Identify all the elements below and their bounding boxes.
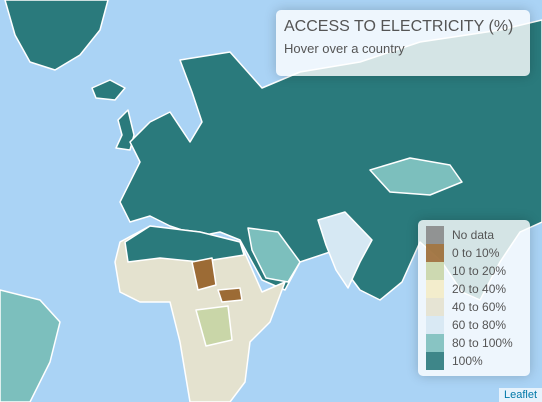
legend-label: 40 to 60% [452,300,507,314]
legend-label: 0 to 10% [452,246,500,260]
north-africa[interactable] [124,225,245,263]
legend-item: 10 to 20% [426,262,522,280]
info-panel: ACCESS TO ELECTRICITY (%) Hover over a c… [276,10,530,76]
legend-item: 40 to 60% [426,298,522,316]
info-hint: Hover over a country [284,41,405,56]
chad[interactable] [191,257,217,291]
legend-swatch [426,262,444,280]
south-sudan[interactable] [217,287,243,303]
legend-label: 100% [452,354,483,368]
legend-swatch [426,316,444,334]
legend: No data 0 to 10% 10 to 20% 20 to 40% 40 to 6… [418,220,530,376]
legend-label: 60 to 80% [452,318,507,332]
central-africa[interactable] [195,305,233,347]
legend-swatch [426,244,444,262]
legend-item: 80 to 100% [426,334,522,352]
legend-label: 10 to 20% [452,264,507,278]
legend-item: 0 to 10% [426,244,522,262]
legend-swatch [426,334,444,352]
attribution[interactable]: Leaflet [498,388,542,402]
info-title: ACCESS TO ELECTRICITY (%) [284,18,514,35]
legend-swatch [426,352,444,370]
india[interactable] [317,211,373,289]
legend-label: 20 to 40% [452,282,507,296]
arabia[interactable] [247,227,301,283]
mongolia[interactable] [369,157,463,196]
iceland[interactable] [91,79,126,101]
south-america[interactable] [0,289,61,402]
legend-swatch [426,280,444,298]
greenland[interactable] [4,0,109,71]
legend-swatch [426,226,444,244]
legend-item: No data [426,226,522,244]
legend-label: 80 to 100% [452,336,513,350]
uk[interactable] [115,109,135,151]
legend-swatch [426,298,444,316]
legend-item: 100% [426,352,522,370]
legend-label: No data [452,228,495,242]
legend-item: 60 to 80% [426,316,522,334]
legend-item: 20 to 40% [426,280,522,298]
